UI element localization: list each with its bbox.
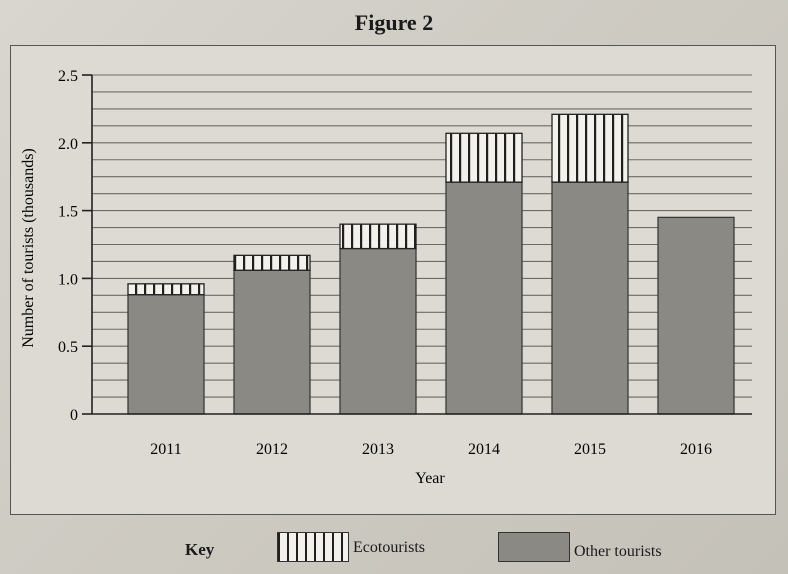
bar-other-tourists-2016 <box>657 216 735 415</box>
legend-swatch-ecotourists <box>277 532 349 562</box>
legend: Key Ecotourists Other tourists <box>0 528 788 568</box>
axes: 0 0.5 1.0 1.5 2.0 2.5 2011 2012 2013 2014 2015 2016 <box>58 68 752 458</box>
y-tick-label: 2.5 <box>58 68 78 85</box>
legend-swatch-other-tourists <box>498 532 570 562</box>
x-tick-label: 2016 <box>680 441 712 458</box>
y-tick-label: 1.5 <box>58 204 78 221</box>
y-tick-label: 1.0 <box>58 271 78 288</box>
x-tick-label: 2014 <box>468 441 500 458</box>
bar-ecotourists-2015 <box>551 113 629 183</box>
legend-label-other-tourists: Other tourists <box>574 543 662 560</box>
bar-ecotourists-2014 <box>445 132 523 183</box>
x-tick-label: 2015 <box>574 441 606 458</box>
bar-other-tourists-2011 <box>127 294 205 415</box>
x-tick-label: 2011 <box>150 441 181 458</box>
bar-ecotourists-2011 <box>127 283 205 296</box>
figure-title: Figure 2 <box>354 10 434 35</box>
bar-other-tourists-2015 <box>551 181 629 415</box>
x-tick-label: 2012 <box>256 441 288 458</box>
y-tick-label: 0 <box>70 407 78 424</box>
y-tick-label: 2.0 <box>58 136 78 153</box>
y-tick-label: 0.5 <box>58 339 78 356</box>
bar-other-tourists-2014 <box>445 181 523 415</box>
bar-other-tourists-2013 <box>339 247 417 415</box>
legend-title: Key <box>185 540 215 559</box>
x-tick-label: 2013 <box>362 441 394 458</box>
legend-label-ecotourists: Ecotourists <box>353 539 425 556</box>
y-axis-title: Number of tourists (thousands) <box>20 148 37 348</box>
x-axis-title: Year <box>415 470 445 487</box>
bars <box>127 113 735 415</box>
bar-ecotourists-2013 <box>339 223 417 250</box>
bar-ecotourists-2012 <box>233 254 311 271</box>
bar-other-tourists-2012 <box>233 269 311 415</box>
